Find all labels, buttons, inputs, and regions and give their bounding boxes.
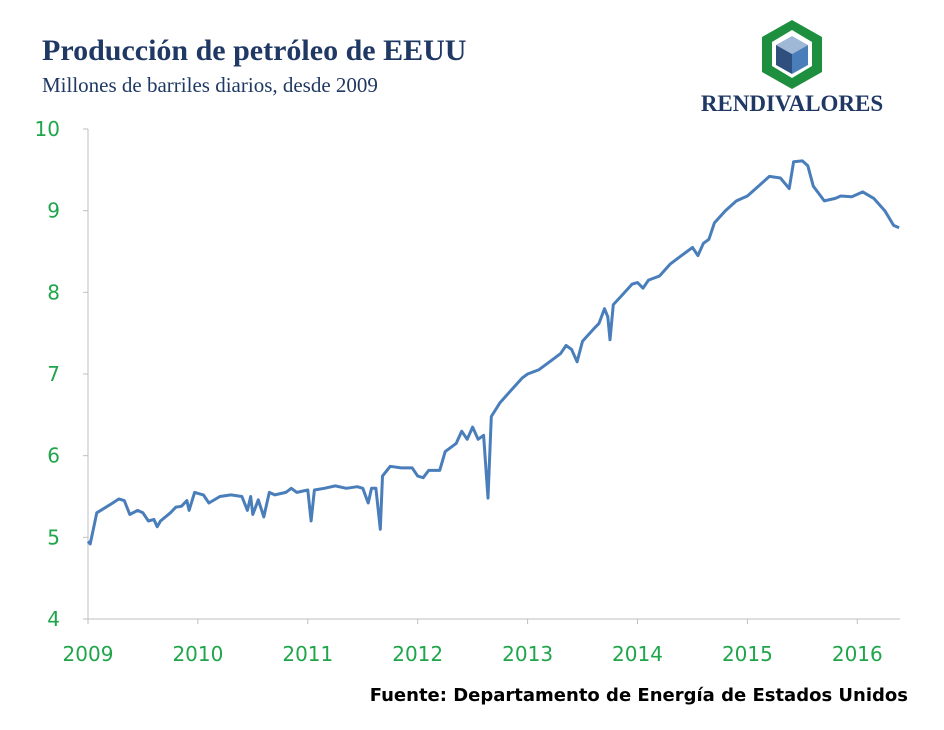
y-tick-label: 9	[47, 199, 60, 223]
y-tick-label: 5	[47, 525, 60, 549]
x-tick-label: 2009	[63, 642, 114, 666]
y-tick-label: 8	[47, 280, 60, 304]
logo-text: RENDIVALORES	[701, 91, 883, 116]
y-tick-label: 7	[47, 362, 60, 386]
x-tick-label: 2013	[502, 642, 553, 666]
x-tick-label: 2015	[722, 642, 773, 666]
y-tick-label: 4	[47, 607, 60, 631]
chart-subtitle: Millones de barriles diarios, desde 2009	[42, 73, 378, 97]
data-line	[86, 159, 900, 546]
x-tick-label: 2011	[282, 642, 333, 666]
logo-icon	[762, 20, 822, 89]
y-tick-label: 6	[47, 444, 60, 468]
chart-title: Producción de petróleo de EEUU	[42, 34, 466, 67]
source: Fuente: Departamento de Energía de Estad…	[370, 685, 908, 706]
x-tick-label: 2014	[612, 642, 663, 666]
x-tick-label: 2016	[832, 642, 883, 666]
x-tick-label: 2012	[392, 642, 443, 666]
y-tick-label: 10	[35, 117, 60, 141]
x-tick-label: 2010	[172, 642, 223, 666]
